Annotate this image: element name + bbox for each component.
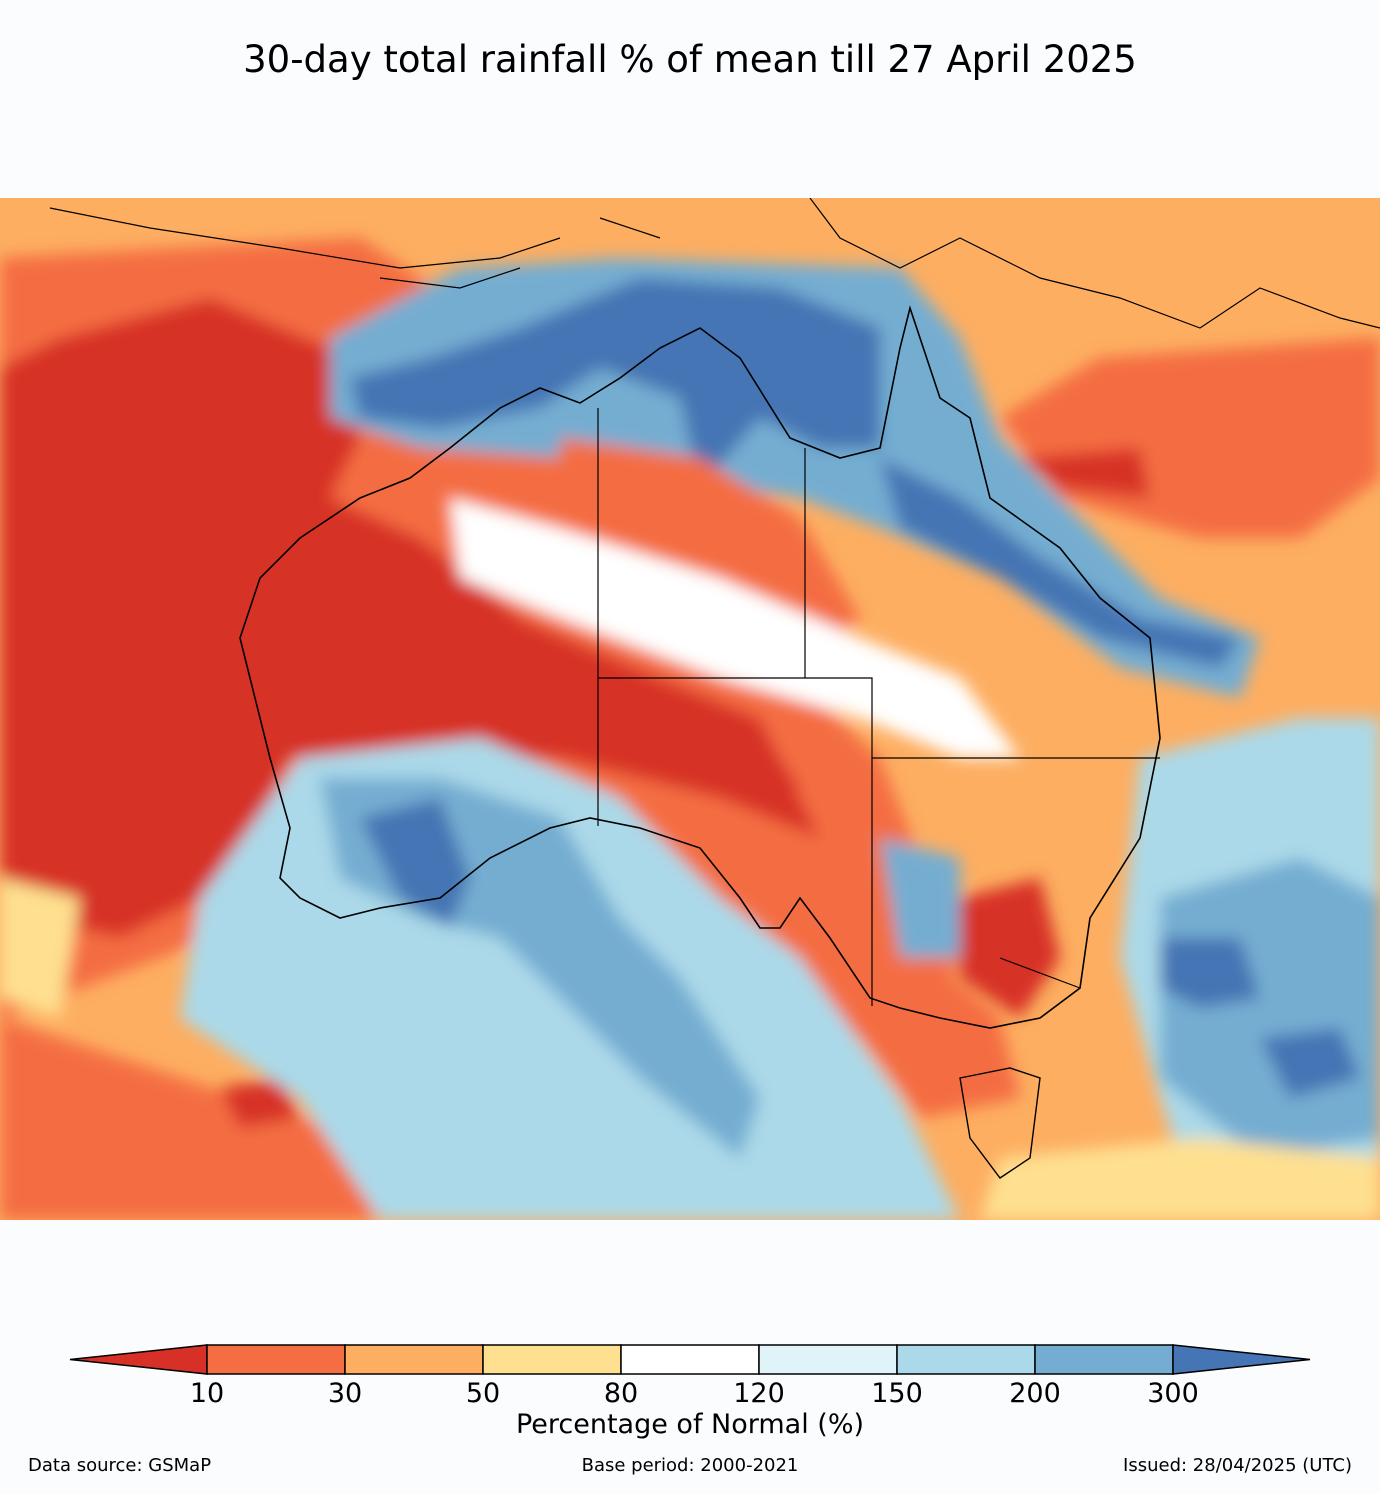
colorbar-extend-low: [69, 1344, 208, 1375]
colorbar-swatch: [482, 1344, 622, 1375]
colorbar-swatch: [758, 1344, 898, 1375]
tasmania: [959, 1067, 1041, 1179]
colorbar: [69, 1344, 1311, 1375]
west-south-yellow: [0, 878, 80, 1018]
colorbar-tick: 200: [1009, 1378, 1061, 1409]
inland-white: [450, 498, 1020, 758]
rainfall-map: [0, 198, 1380, 1220]
colorbar-swatch: [620, 1344, 760, 1375]
colorbar-tick: 120: [733, 1378, 785, 1409]
se-aus-red: [960, 878, 1060, 1018]
southwest-orange: [0, 1018, 420, 1220]
colorbar-tick: 10: [189, 1378, 225, 1409]
base-period: Base period: 2000-2021: [581, 1455, 799, 1476]
colorbar-swatch: [206, 1344, 346, 1375]
central-orange: [560, 438, 860, 648]
colorbar-swatch: [896, 1344, 1036, 1375]
coastline: [239, 305, 1161, 1029]
tasman-dark-blue: [1160, 938, 1260, 1008]
colorbar-swatch: [344, 1344, 484, 1375]
state-borders: [597, 408, 1160, 1006]
west-dry-red: [0, 298, 820, 938]
rainfall-fields: [0, 238, 1380, 1220]
south-east-orange: [980, 1138, 1380, 1220]
north-dark-blue: [350, 278, 880, 488]
sa-nsw-blue: [880, 838, 960, 958]
map-title: 30-day total rainfall % of mean till 27 …: [243, 38, 1137, 81]
data-source: Data source: GSMaP: [28, 1455, 212, 1476]
issued-date: Issued: 28/04/2025 (UTC): [1123, 1455, 1352, 1476]
colorbar-extend-high: [1172, 1344, 1311, 1375]
colorbar-tick: 150: [871, 1378, 923, 1409]
colorbar-tick: 300: [1147, 1378, 1199, 1409]
colorbar-tick: 30: [327, 1378, 363, 1409]
central-red: [600, 678, 800, 788]
colorbar-tick: 50: [465, 1378, 501, 1409]
colorbar-label: Percentage of Normal (%): [515, 1409, 865, 1440]
colorbar-tick: 80: [603, 1378, 639, 1409]
tasman-dark-blue-2: [1260, 1028, 1360, 1098]
png-coast: [809, 198, 1380, 329]
qld-dark-blue: [880, 458, 1240, 668]
coral-sea-red: [1020, 448, 1150, 498]
southwest-red-patch: [220, 1078, 300, 1128]
colorbar-swatch: [1034, 1344, 1174, 1375]
south-central-orange: [600, 798, 1020, 1118]
colorbar-swatches: [69, 1344, 1311, 1375]
indonesia-coast: [49, 207, 661, 289]
